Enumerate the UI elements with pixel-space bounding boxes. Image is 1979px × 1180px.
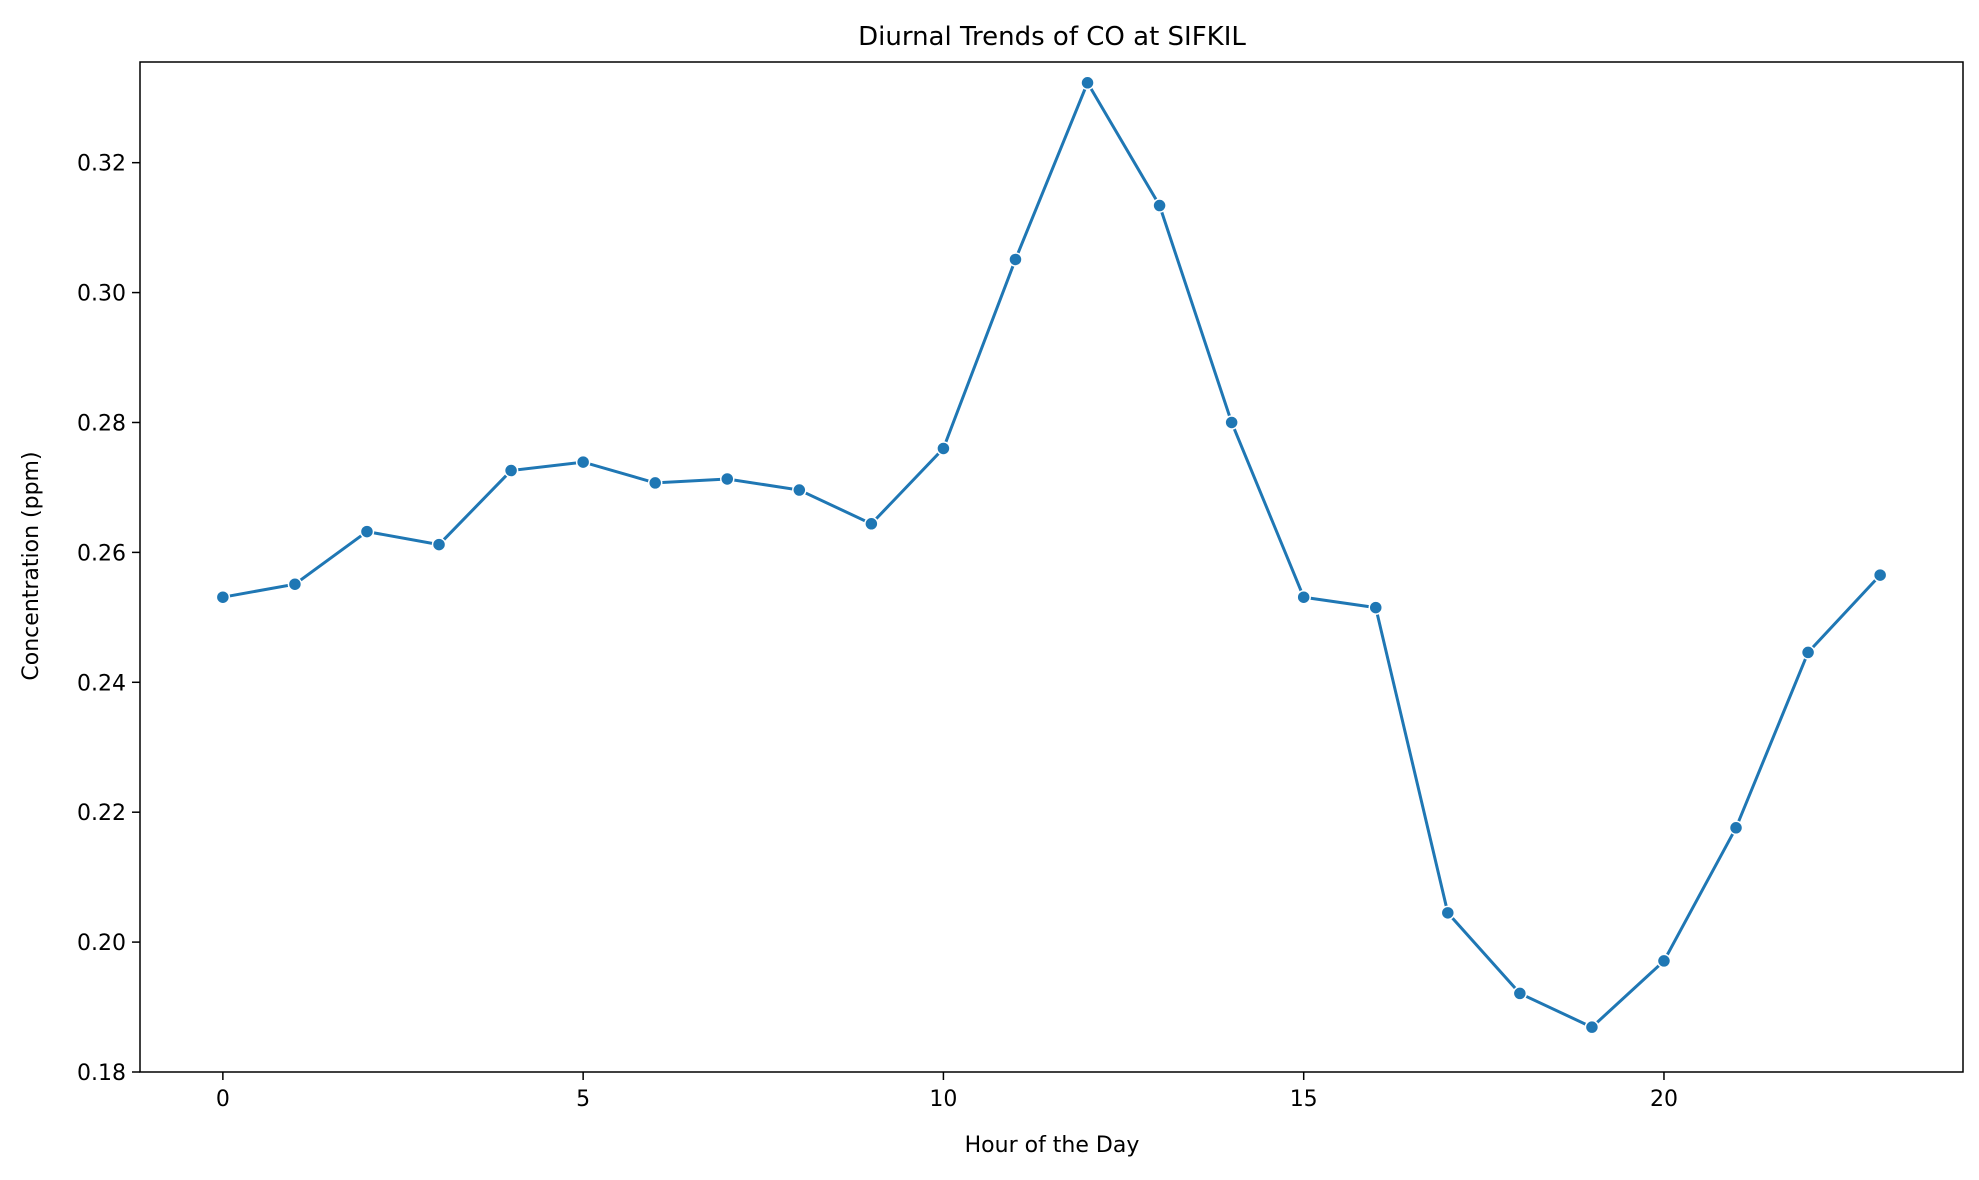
data-point-hour-18 — [1512, 986, 1528, 1001]
data-point-hour-19 — [1584, 1019, 1600, 1035]
y-tick-label: 0.32 — [77, 152, 126, 177]
x-tick-label: 10 — [929, 1087, 957, 1112]
data-point-hour-16 — [1368, 600, 1383, 615]
data-point-hour-0 — [215, 589, 231, 605]
data-point-hour-23 — [1872, 567, 1888, 583]
data-point-hour-13 — [1152, 198, 1167, 213]
y-axis-label: Concentration (ppm) — [19, 451, 44, 680]
data-point-hour-14 — [1224, 415, 1239, 430]
chart-title: Diurnal Trends of CO at SIFKIL — [858, 22, 1246, 52]
y-tick-label: 0.26 — [77, 541, 126, 566]
data-point-hour-1 — [287, 576, 303, 592]
data-point-hour-11 — [1008, 252, 1023, 267]
data-markers — [215, 75, 1888, 1035]
y-tick-label: 0.20 — [77, 931, 126, 956]
x-tick-label: 0 — [216, 1087, 230, 1112]
x-axis-label: Hour of the Day — [965, 1133, 1140, 1158]
data-point-hour-2 — [359, 524, 375, 539]
x-tick-label: 5 — [576, 1087, 590, 1112]
data-point-hour-3 — [431, 537, 447, 552]
data-point-hour-7 — [720, 471, 735, 487]
y-axis: 0.18 0.20 0.22 0.24 0.26 0.28 0.30 0.32 — [77, 152, 140, 1086]
data-point-hour-21 — [1728, 820, 1744, 836]
x-axis: 0 5 10 15 20 — [216, 1072, 1678, 1112]
y-tick-label: 0.28 — [77, 411, 126, 436]
data-point-hour-8 — [792, 482, 807, 498]
y-tick-label: 0.22 — [77, 801, 126, 826]
data-point-hour-6 — [647, 475, 663, 491]
data-point-hour-22 — [1800, 645, 1816, 660]
data-point-hour-4 — [503, 463, 519, 478]
data-point-hour-10 — [936, 441, 951, 456]
y-tick-label: 0.18 — [77, 1061, 126, 1086]
y-tick-label: 0.24 — [77, 671, 126, 696]
data-point-hour-20 — [1656, 953, 1672, 969]
data-point-hour-15 — [1296, 589, 1311, 605]
y-tick-label: 0.30 — [77, 282, 126, 307]
series-line — [222, 79, 1882, 1029]
x-tick-label: 15 — [1290, 1087, 1318, 1112]
data-point-hour-17 — [1440, 905, 1456, 921]
data-point-hour-9 — [864, 516, 879, 532]
data-point-hour-5 — [575, 454, 591, 470]
plot-frame — [139, 61, 1964, 1073]
data-point-hour-12 — [1080, 75, 1095, 91]
x-tick-label: 20 — [1650, 1087, 1678, 1112]
